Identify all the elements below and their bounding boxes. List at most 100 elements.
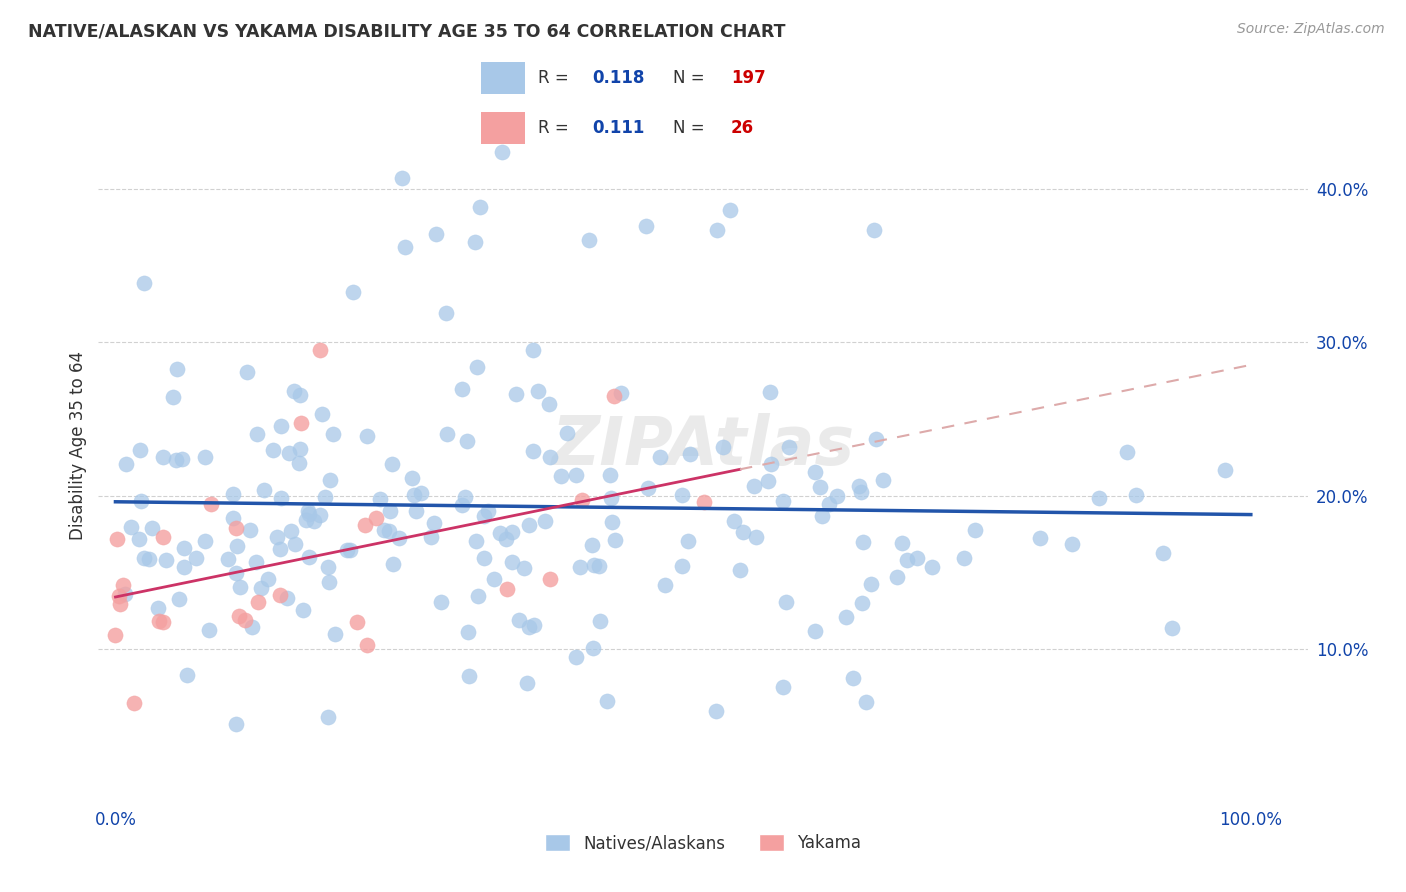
Point <box>464 235 486 249</box>
Point <box>402 488 425 502</box>
Point <box>128 443 150 458</box>
Point <box>454 490 477 504</box>
Point <box>464 534 486 549</box>
Point <box>394 240 416 254</box>
Point <box>851 596 873 610</box>
Point <box>346 615 368 629</box>
Point <box>167 591 190 606</box>
Text: ZIPAtlas: ZIPAtlas <box>551 413 855 479</box>
Point <box>495 533 517 547</box>
Point <box>298 507 321 521</box>
Point <box>522 443 544 458</box>
Point <box>467 589 489 603</box>
Point <box>582 558 605 572</box>
Point <box>309 343 332 357</box>
Point <box>848 479 870 493</box>
Point <box>292 603 315 617</box>
Point <box>742 479 765 493</box>
Point <box>891 535 914 549</box>
Point <box>568 560 591 574</box>
Point <box>578 233 600 247</box>
Point <box>295 513 318 527</box>
Point <box>405 503 427 517</box>
Point <box>194 533 217 548</box>
Point <box>637 481 659 495</box>
Point <box>803 624 825 639</box>
Point <box>297 549 319 564</box>
Point <box>1125 488 1147 502</box>
Point <box>600 515 623 529</box>
Point <box>596 694 619 708</box>
Point <box>436 427 458 442</box>
Point <box>373 523 395 537</box>
Point <box>505 387 527 401</box>
Point <box>905 551 928 566</box>
Point <box>723 514 745 528</box>
Point <box>152 615 174 629</box>
Point <box>731 525 754 540</box>
Point <box>538 450 561 465</box>
Point <box>896 553 918 567</box>
Point <box>804 466 827 480</box>
Point <box>728 563 751 577</box>
Point <box>114 587 136 601</box>
Point <box>1161 621 1184 635</box>
Point <box>564 468 586 483</box>
Text: NATIVE/ALASKAN VS YAKAMA DISABILITY AGE 35 TO 64 CORRELATION CHART: NATIVE/ALASKAN VS YAKAMA DISABILITY AGE … <box>28 22 786 40</box>
Point <box>963 523 986 537</box>
Point <box>141 521 163 535</box>
Point <box>319 474 342 488</box>
Point <box>465 359 488 374</box>
Point <box>225 566 247 580</box>
Point <box>366 511 388 525</box>
Point <box>194 450 217 464</box>
Point <box>409 485 432 500</box>
Point <box>378 524 401 538</box>
Point <box>129 493 152 508</box>
Point <box>128 532 150 546</box>
Point <box>318 575 340 590</box>
Point <box>247 595 270 609</box>
Point <box>280 524 302 538</box>
Point <box>134 276 156 290</box>
Legend: Natives/Alaskans, Yakama: Natives/Alaskans, Yakama <box>538 827 868 859</box>
Point <box>921 560 943 574</box>
Point <box>162 390 184 404</box>
Point <box>302 514 325 528</box>
Point <box>599 491 621 506</box>
Point <box>588 559 610 574</box>
Text: R =: R = <box>538 120 575 137</box>
Point <box>602 389 624 403</box>
Point <box>538 572 561 586</box>
Point <box>761 457 783 471</box>
Point <box>173 560 195 574</box>
Point <box>565 650 588 665</box>
Point <box>676 533 699 548</box>
Point <box>555 426 578 441</box>
Point <box>316 709 339 723</box>
Point <box>283 384 305 399</box>
Point <box>239 523 262 537</box>
Point <box>482 572 505 586</box>
Point <box>229 581 252 595</box>
Point <box>650 450 672 465</box>
Point <box>138 552 160 566</box>
Point <box>104 627 127 641</box>
Point <box>855 695 877 709</box>
Point <box>718 203 741 218</box>
Point <box>270 419 292 434</box>
Point <box>496 582 519 596</box>
Point <box>1060 537 1083 551</box>
Point <box>269 588 291 602</box>
Point <box>290 442 312 456</box>
Point <box>1213 462 1236 476</box>
Point <box>263 443 285 458</box>
Point <box>456 434 478 448</box>
Point <box>225 521 247 535</box>
Point <box>184 551 207 566</box>
Point <box>457 624 479 639</box>
Y-axis label: Disability Age 35 to 64: Disability Age 35 to 64 <box>69 351 87 541</box>
Point <box>197 623 219 637</box>
Point <box>110 597 132 611</box>
Point <box>356 428 378 442</box>
